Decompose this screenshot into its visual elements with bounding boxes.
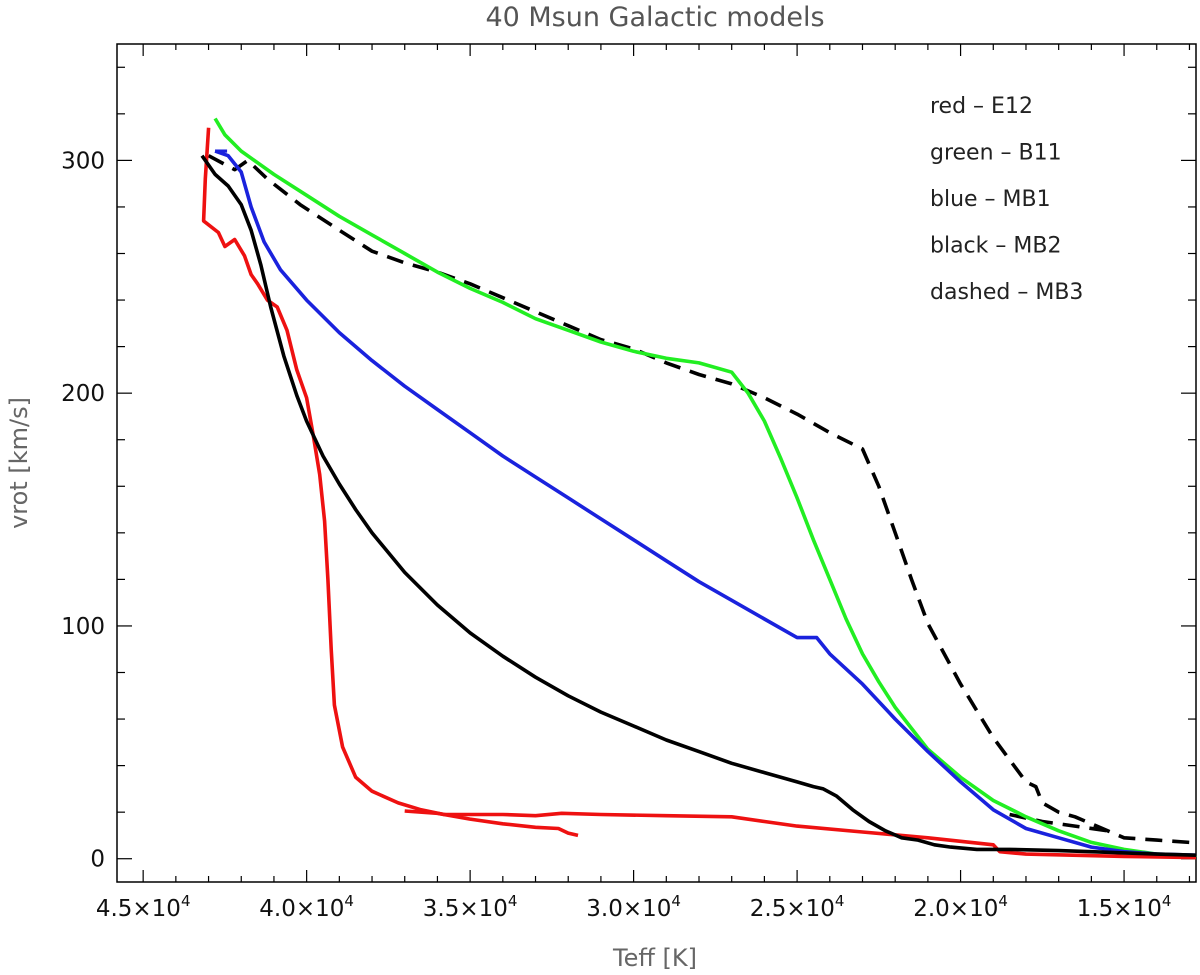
- legend-entry: red – E12: [930, 94, 1033, 119]
- tick-labels: 4.5×104 4.0×104 3.5×104 3.0×104 2.5×104 2.0×1…: [61, 148, 1171, 922]
- chart-title: 40 Msun Galactic models: [485, 2, 824, 33]
- series-e12-hook: [404, 809, 579, 838]
- plot-frame: [116, 43, 1197, 883]
- x-tick-label: 3.0×104: [586, 892, 681, 922]
- y-tick-label: 300: [61, 148, 105, 174]
- x-tick-label: 2.5×104: [750, 892, 845, 922]
- x-tick-label: 1.5×104: [1077, 892, 1172, 922]
- series-mb3-line: [207, 154, 1196, 845]
- y-tick-label: 0: [90, 847, 105, 873]
- axis-ticks: [117, 44, 1196, 882]
- x-tick-label: 3.5×104: [423, 892, 518, 922]
- legend-entry: blue – MB1: [930, 187, 1051, 212]
- series-mb2-line: [200, 154, 1197, 857]
- x-tick-label: 2.0×104: [913, 892, 1008, 922]
- legend-entry: dashed – MB3: [930, 280, 1083, 305]
- legend: red – E12 green – B11 blue – MB1 black – MB…: [930, 94, 1083, 305]
- series-b11-line: [213, 117, 1197, 860]
- x-axis-label: Teff [K]: [612, 944, 697, 972]
- y-tick-label: 200: [61, 381, 105, 407]
- y-axis-label: vrot [km/s]: [5, 397, 33, 529]
- x-tick-label: 4.0×104: [259, 892, 354, 922]
- series-e12-line: [201, 127, 1197, 860]
- legend-entry: green – B11: [930, 141, 1062, 166]
- legend-entry: black – MB2: [930, 234, 1061, 259]
- series-layer: [200, 117, 1197, 860]
- series-mb1-line: [214, 149, 1197, 857]
- x-tick-label: 4.5×104: [96, 892, 191, 922]
- y-tick-label: 100: [61, 614, 105, 640]
